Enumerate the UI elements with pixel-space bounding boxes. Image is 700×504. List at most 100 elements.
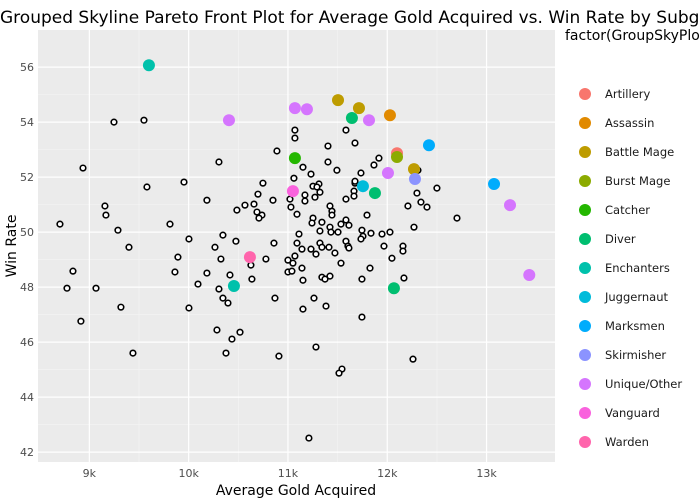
skyline-point-diver: [387, 282, 400, 295]
legend-label: Warden: [605, 435, 649, 449]
data-point: [215, 285, 223, 293]
data-point: [110, 118, 118, 126]
data-point: [299, 163, 307, 171]
data-point: [226, 271, 234, 279]
legend-label: Skirmisher: [605, 348, 666, 362]
data-point: [232, 237, 240, 245]
data-point: [324, 142, 332, 150]
y-tick-label: 50: [20, 226, 34, 239]
skyline-point-juggernaut: [356, 180, 369, 193]
data-point: [125, 243, 133, 251]
skyline-points-layer: [142, 59, 536, 295]
data-point: [386, 228, 394, 236]
data-point: [253, 208, 261, 216]
data-point: [318, 218, 326, 226]
legend-marker: [579, 291, 591, 303]
data-point: [358, 275, 366, 283]
data-point: [358, 226, 366, 234]
y-tick-label: 56: [20, 61, 34, 74]
data-point: [298, 245, 306, 253]
data-point: [310, 294, 318, 302]
legend-label: Artillery: [605, 87, 650, 101]
data-point: [56, 220, 64, 228]
legend-label: Battle Mage: [605, 145, 674, 159]
data-point: [410, 223, 418, 231]
y-axis-title: Win Rate: [4, 215, 20, 278]
data-point: [301, 191, 309, 199]
all-points-layer: [56, 116, 461, 442]
data-point: [327, 228, 335, 236]
data-point: [423, 203, 431, 211]
legend-item: Diver: [579, 232, 636, 246]
data-point: [328, 211, 336, 219]
data-point: [213, 326, 221, 334]
data-point: [262, 255, 270, 263]
legend-item: Vanguard: [579, 406, 660, 420]
data-point: [345, 244, 353, 252]
data-point: [222, 349, 230, 357]
y-tick-label: 42: [20, 446, 34, 459]
data-point: [318, 243, 326, 251]
skyline-point-unique-other: [504, 199, 517, 212]
y-tick-label: 54: [20, 116, 34, 129]
skyline-point-marksmen: [488, 177, 501, 190]
data-point: [299, 276, 307, 284]
data-point: [325, 243, 333, 251]
data-point: [363, 211, 371, 219]
data-point: [388, 254, 396, 262]
legend-item: Unique/Other: [579, 377, 682, 391]
skyline-point-unique-other: [381, 166, 394, 179]
y-axis-ticks: 42 44 46 48 50 52 54 56: [20, 61, 34, 459]
legend-item: Burst Mage: [579, 174, 670, 188]
skyline-point-unique-other: [300, 103, 313, 116]
skyline-point-unique-other: [288, 102, 301, 115]
skyline-point-burst-mage: [391, 151, 404, 164]
data-point: [203, 269, 211, 277]
data-point: [331, 249, 339, 257]
skyline-point-warden: [243, 251, 256, 264]
data-point: [92, 284, 100, 292]
data-point: [307, 170, 315, 178]
data-point: [366, 264, 374, 272]
data-point: [399, 247, 407, 255]
data-point: [321, 275, 329, 283]
legend-marker: [579, 320, 591, 332]
data-point: [351, 177, 359, 185]
skyline-point-battle-mage: [332, 94, 345, 107]
data-point: [114, 226, 122, 234]
legend-title: factor(GroupSkyPlot: [565, 28, 700, 44]
data-point: [358, 313, 366, 321]
data-point: [255, 214, 263, 222]
data-point: [290, 174, 298, 182]
data-point: [357, 169, 365, 177]
data-point: [378, 230, 386, 238]
legend-item: Battle Mage: [579, 145, 674, 159]
data-point: [217, 255, 225, 263]
legend-item: Enchanters: [579, 261, 670, 275]
data-point: [180, 178, 188, 186]
legend-label: Marksmen: [605, 319, 665, 333]
skyline-point-unique-other: [222, 114, 235, 127]
data-point: [301, 197, 309, 205]
y-tick-label: 46: [20, 336, 34, 349]
data-point: [273, 147, 281, 155]
x-tick-label: 11k: [278, 467, 299, 480]
data-point: [117, 303, 125, 311]
legend-label: Diver: [605, 232, 636, 246]
data-point: [413, 189, 421, 197]
data-point: [350, 192, 358, 200]
legend-item: Skirmisher: [579, 348, 666, 362]
x-axis-title: Average Gold Acquired: [216, 483, 376, 499]
data-point: [324, 158, 332, 166]
skyline-point-assassin: [383, 109, 396, 122]
data-point: [185, 304, 193, 312]
data-point: [298, 264, 306, 272]
data-point: [433, 184, 441, 192]
data-point: [400, 274, 408, 282]
data-point: [291, 126, 299, 134]
y-tick-label: 48: [20, 281, 34, 294]
legend-marker: [579, 146, 591, 158]
data-point: [233, 206, 241, 214]
data-point: [286, 195, 294, 203]
